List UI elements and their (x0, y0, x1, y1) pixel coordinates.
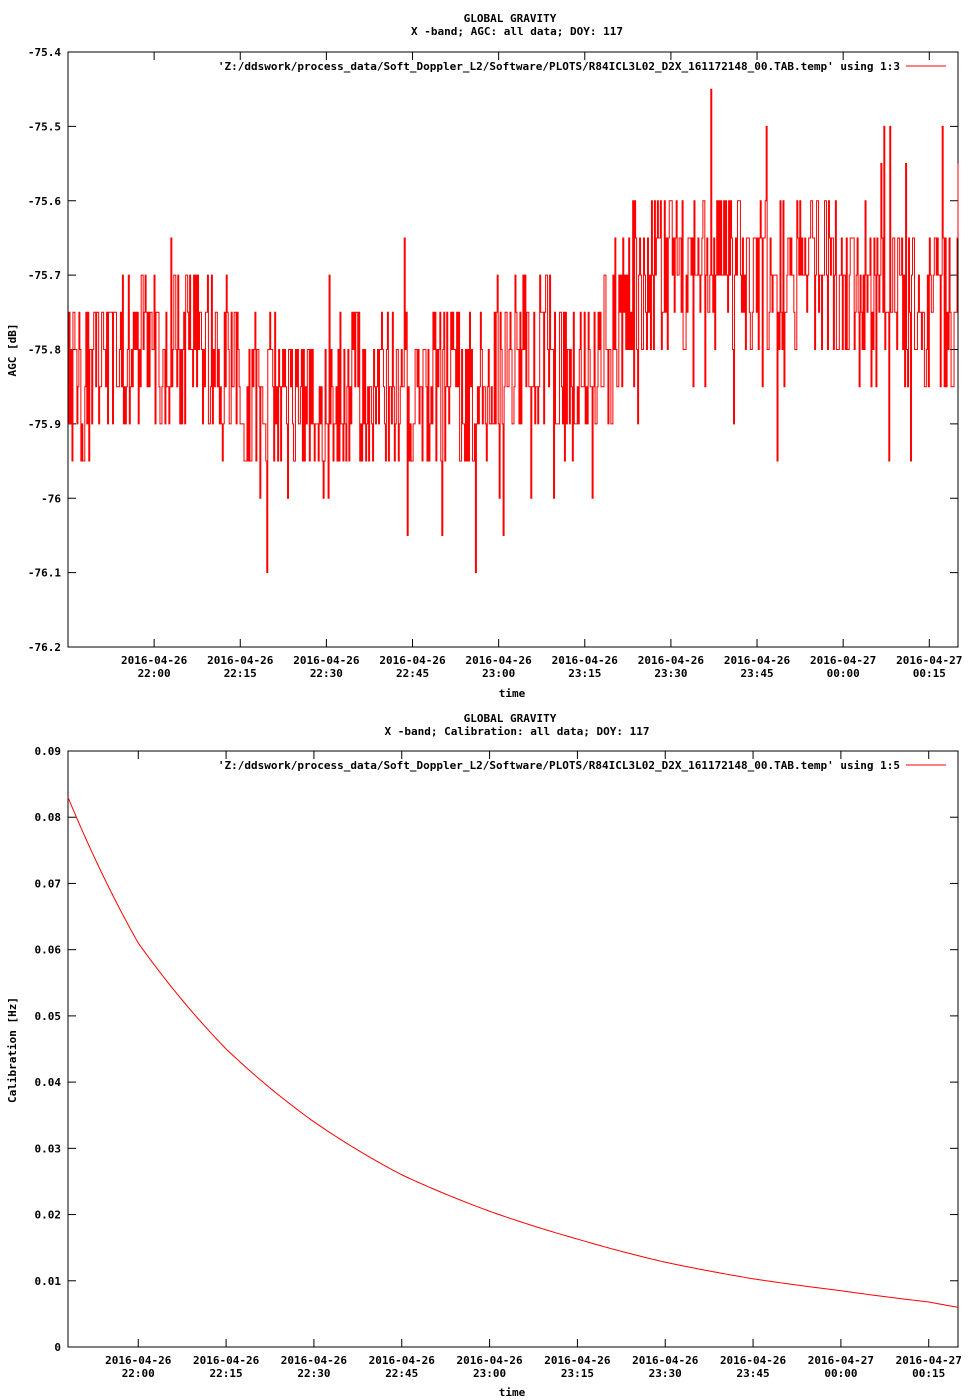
legend-label: 'Z:/ddswork/process_data/Soft_Doppler_L2… (218, 759, 900, 772)
x-tick-time: 23:15 (561, 1367, 594, 1380)
y-tick-label: -75.8 (28, 344, 61, 357)
x-tick-date: 2016-04-27 (810, 654, 876, 667)
x-axis: 2016-04-2622:002016-04-2622:152016-04-26… (105, 751, 962, 1380)
x-tick-date: 2016-04-26 (638, 654, 705, 667)
x-tick-time: 00:00 (827, 667, 860, 680)
y-tick-label: 0.04 (35, 1076, 62, 1089)
x-tick-time: 23:45 (740, 667, 773, 680)
y-axis: -75.4 -75.5 -75.6 -75.7 -75.8 -75.9 -76 -76.1 -7… (28, 46, 958, 654)
x-tick-time: 23:00 (473, 1367, 506, 1380)
x-tick-date: 2016-04-26 (121, 654, 188, 667)
x-tick-date: 2016-04-26 (281, 1354, 348, 1367)
x-tick-date: 2016-04-26 (369, 1354, 436, 1367)
plot-frame (67, 750, 959, 1348)
x-tick-date: 2016-04-26 (105, 1354, 172, 1367)
chart-subtitle: X -band; Calibration: all data; DOY: 117 (385, 725, 650, 738)
y-tick-label: -76.2 (28, 641, 61, 654)
calibration-chart: GLOBAL GRAVITY X -band; Calibration: all… (6, 712, 962, 1399)
y-tick-label: -75.9 (28, 418, 61, 431)
x-tick-time: 00:00 (824, 1367, 857, 1380)
y-axis-label: AGC [dB] (6, 324, 19, 377)
y-axis: 0 0.01 0.02 0.03 0.04 0.05 0.06 0.07 0.08 0.09 (35, 745, 958, 1354)
x-tick-date: 2016-04-26 (544, 1354, 611, 1367)
x-tick-time: 22:15 (210, 1367, 243, 1380)
x-tick-time: 23:30 (654, 667, 687, 680)
chart-title: GLOBAL GRAVITY (464, 712, 557, 725)
x-tick-time: 22:30 (297, 1367, 330, 1380)
y-tick-label: -75.6 (28, 195, 61, 208)
legend-label: 'Z:/ddswork/process_data/Soft_Doppler_L2… (218, 60, 900, 73)
y-tick-label: 0.09 (35, 745, 62, 758)
y-tick-label: 0 (54, 1341, 61, 1354)
x-axis-label: time (499, 1386, 526, 1399)
y-tick-label: -75.4 (28, 46, 61, 59)
y-tick-label: 0.03 (35, 1142, 62, 1155)
y-tick-label: 0.05 (35, 1010, 62, 1023)
x-tick-date: 2016-04-26 (632, 1354, 699, 1367)
x-tick-time: 00:15 (912, 1367, 945, 1380)
x-tick-time: 22:30 (310, 667, 343, 680)
y-tick-label: 0.06 (35, 944, 62, 957)
x-tick-time: 23:30 (649, 1367, 682, 1380)
x-tick-time: 23:15 (568, 667, 601, 680)
x-tick-date: 2016-04-26 (724, 654, 791, 667)
x-tick-time: 22:00 (122, 1367, 155, 1380)
x-tick-time: 22:45 (385, 1367, 418, 1380)
x-tick-time: 22:15 (224, 667, 257, 680)
x-tick-date: 2016-04-27 (896, 1354, 962, 1367)
x-tick-date: 2016-04-26 (456, 1354, 523, 1367)
x-tick-time: 23:45 (737, 1367, 770, 1380)
calibration-series-line (67, 797, 959, 1308)
y-tick-label: 0.08 (35, 811, 62, 824)
y-axis-label: Calibration [Hz] (6, 997, 19, 1103)
x-tick-date: 2016-04-26 (720, 1354, 787, 1367)
x-tick-time: 23:00 (482, 667, 515, 680)
x-tick-date: 2016-04-26 (379, 654, 446, 667)
y-tick-label: -75.7 (28, 269, 61, 282)
y-tick-label: -76.1 (28, 567, 61, 580)
agc-series-line (68, 88, 959, 574)
x-tick-date: 2016-04-27 (896, 654, 962, 667)
x-tick-time: 00:15 (913, 667, 946, 680)
x-tick-date: 2016-04-26 (293, 654, 360, 667)
chart-title: GLOBAL GRAVITY (464, 12, 557, 25)
x-tick-date: 2016-04-26 (193, 1354, 260, 1367)
x-tick-time: 22:00 (138, 667, 171, 680)
y-tick-label: 0.02 (35, 1209, 62, 1222)
agc-chart: GLOBAL GRAVITY X -band; AGC: all data; D… (6, 12, 962, 700)
x-axis-label: time (499, 687, 526, 700)
y-tick-label: 0.01 (35, 1275, 62, 1288)
y-tick-label: 0.07 (35, 877, 62, 890)
x-tick-date: 2016-04-26 (552, 654, 619, 667)
x-tick-date: 2016-04-26 (466, 654, 533, 667)
x-axis: 2016-04-2622:002016-04-2622:152016-04-26… (121, 52, 962, 680)
x-tick-date: 2016-04-27 (808, 1354, 874, 1367)
x-tick-date: 2016-04-26 (207, 654, 274, 667)
y-tick-label: -76 (41, 492, 61, 505)
y-tick-label: -75.5 (28, 120, 61, 133)
chart-subtitle: X -band; AGC: all data; DOY: 117 (411, 25, 623, 38)
x-tick-time: 22:45 (396, 667, 429, 680)
